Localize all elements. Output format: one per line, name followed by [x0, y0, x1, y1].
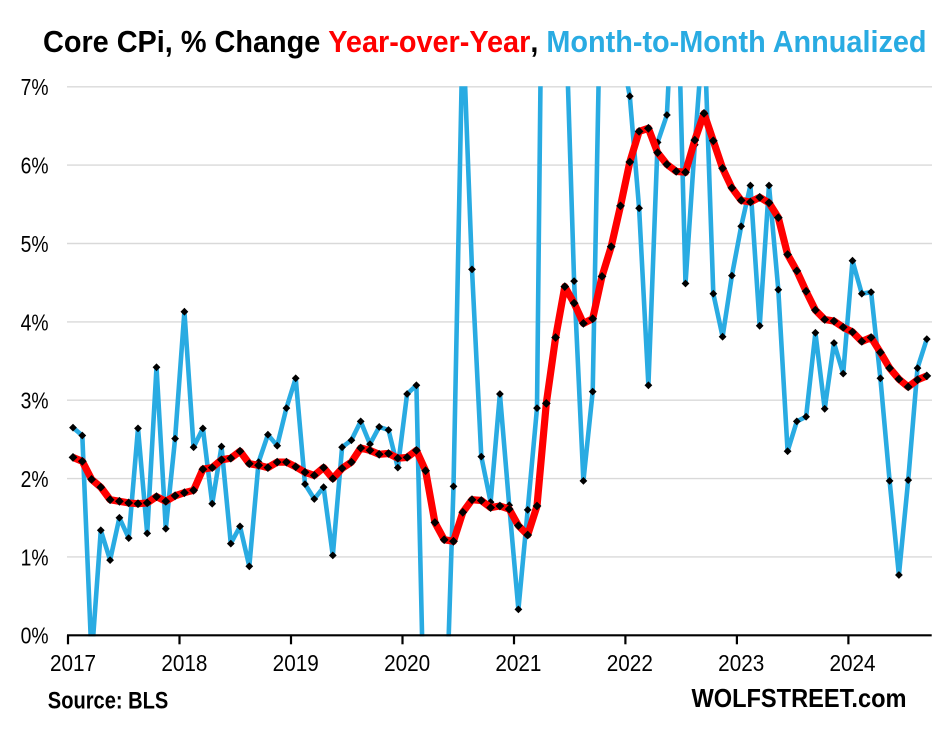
svg-text:2023: 2023	[718, 650, 764, 676]
svg-text:WOLFSTREET.com: WOLFSTREET.com	[691, 685, 906, 713]
svg-text:Core CPi, % Change Year-over-Y: Core CPi, % Change Year-over-Year, Month…	[43, 25, 927, 59]
svg-text:4%: 4%	[21, 311, 49, 336]
svg-text:Source: BLS: Source: BLS	[48, 687, 169, 714]
svg-text:2%: 2%	[21, 468, 49, 493]
svg-text:1%: 1%	[21, 546, 49, 571]
svg-text:7%: 7%	[21, 76, 49, 101]
svg-text:2019: 2019	[273, 650, 319, 676]
svg-text:2020: 2020	[384, 650, 430, 676]
svg-text:2022: 2022	[607, 650, 653, 676]
svg-text:2021: 2021	[495, 650, 541, 676]
svg-text:2018: 2018	[161, 650, 207, 676]
svg-text:2017: 2017	[50, 650, 96, 676]
svg-text:6%: 6%	[21, 154, 49, 179]
svg-text:5%: 5%	[21, 232, 49, 257]
svg-text:0%: 0%	[21, 624, 49, 649]
svg-text:3%: 3%	[21, 389, 49, 414]
svg-text:2024: 2024	[829, 650, 875, 676]
